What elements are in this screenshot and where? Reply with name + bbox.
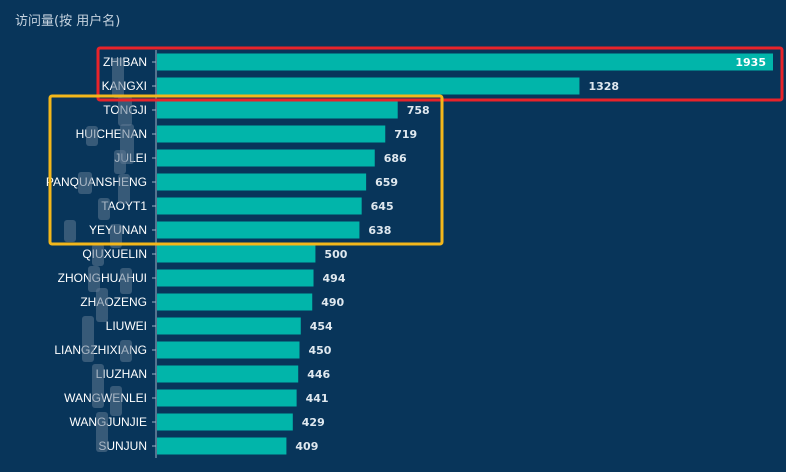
value-label: 1935 <box>735 56 766 69</box>
value-label: 638 <box>368 224 391 237</box>
redaction-blur <box>96 288 108 322</box>
bar[interactable] <box>157 197 362 215</box>
highlight-box-yellow <box>48 94 444 246</box>
redaction-blur <box>118 96 132 126</box>
redaction-blur <box>88 266 100 292</box>
bar[interactable] <box>157 413 293 431</box>
highlight-box-red <box>96 46 784 102</box>
value-label: 454 <box>310 320 333 333</box>
value-label: 1328 <box>588 80 619 93</box>
category-label: WANGJUNJIE <box>69 415 147 429</box>
bar[interactable] <box>157 317 301 335</box>
redaction-blur <box>120 268 132 294</box>
bar[interactable] <box>157 149 375 167</box>
bar[interactable] <box>157 221 360 239</box>
category-label: LIUZHAN <box>96 367 147 381</box>
bar[interactable] <box>157 389 297 407</box>
value-label: 446 <box>307 368 330 381</box>
bar[interactable] <box>157 173 367 191</box>
category-label: ZHONGHUAHUI <box>58 271 147 285</box>
bar[interactable] <box>157 125 386 143</box>
category-label: SUNJUN <box>98 439 147 453</box>
redaction-blur <box>64 220 76 242</box>
value-label: 758 <box>407 104 430 117</box>
value-label: 490 <box>321 296 344 309</box>
redaction-blur <box>82 316 94 362</box>
bar[interactable] <box>157 53 773 71</box>
bar[interactable] <box>157 293 313 311</box>
redaction-blur <box>96 412 108 452</box>
redaction-blur <box>118 174 130 204</box>
category-label: ZHAOZENG <box>80 295 147 309</box>
bar[interactable] <box>157 269 314 287</box>
value-label: 500 <box>324 248 347 261</box>
value-label: 441 <box>306 392 329 405</box>
value-label: 686 <box>384 152 407 165</box>
value-label: 645 <box>371 200 394 213</box>
chart-title: 访问量(按 用户名) <box>15 14 121 29</box>
redaction-blur <box>120 340 132 362</box>
category-label: LIUWEI <box>106 319 147 333</box>
bar[interactable] <box>157 365 299 383</box>
redaction-blur <box>98 198 110 220</box>
redaction-blur <box>112 58 124 98</box>
redaction-blur <box>114 150 126 174</box>
bar[interactable] <box>157 101 398 119</box>
bar[interactable] <box>157 341 300 359</box>
value-label: 450 <box>308 344 331 357</box>
category-label: WANGWENLEI <box>64 391 147 405</box>
bar[interactable] <box>157 77 580 95</box>
value-label: 494 <box>323 272 346 285</box>
value-label: 409 <box>295 440 318 453</box>
bar[interactable] <box>157 437 287 455</box>
redaction-blur <box>110 386 122 416</box>
redaction-blur <box>92 364 104 408</box>
category-label: ZHIBAN <box>103 55 147 69</box>
category-label: LIANGZHIXIANG <box>54 343 147 357</box>
bar[interactable] <box>157 245 316 263</box>
redaction-blur <box>110 224 122 248</box>
category-label: TAOYT1 <box>101 199 147 213</box>
value-label: 659 <box>375 176 398 189</box>
value-label: 719 <box>394 128 417 141</box>
redaction-blur <box>92 244 104 266</box>
value-label: 429 <box>302 416 325 429</box>
category-label: PANQUANSHENG <box>46 175 147 189</box>
redaction-blur <box>78 172 92 194</box>
category-label: KANGXI <box>102 79 147 93</box>
redaction-blur <box>86 126 98 146</box>
